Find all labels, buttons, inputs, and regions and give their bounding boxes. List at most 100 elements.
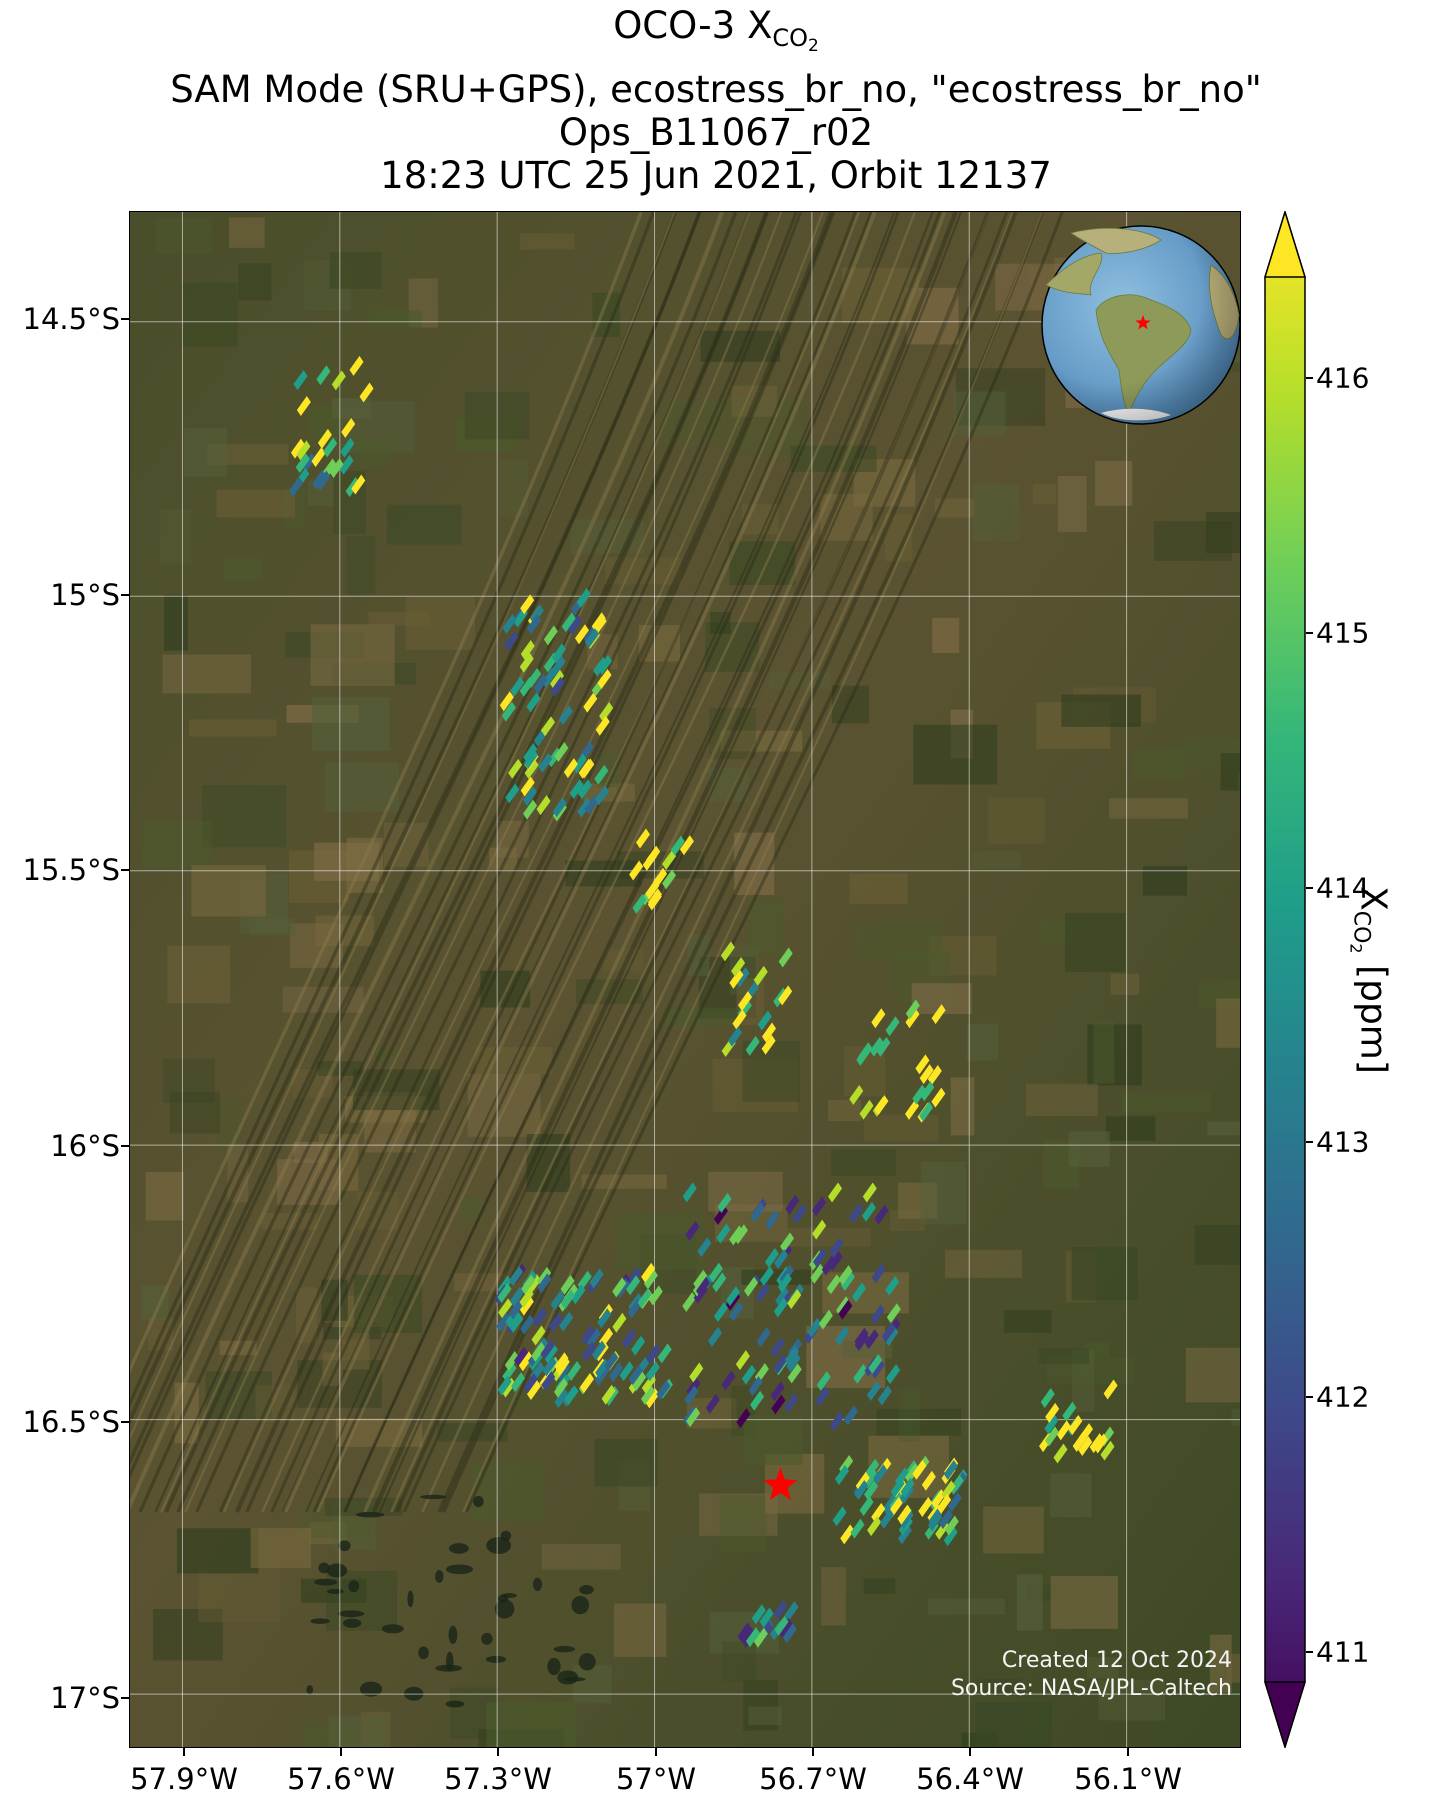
ridge-line (195, 212, 798, 1513)
xco2-sounding (591, 1340, 606, 1361)
terrain-patch (219, 1340, 257, 1356)
xco2-sounding (502, 613, 517, 634)
xco2-sounding (829, 1411, 844, 1432)
terrain-patch (743, 1415, 803, 1465)
terrain-patch (299, 1505, 372, 1538)
xco2-sounding (770, 1337, 785, 1358)
xco2-sounding (523, 743, 538, 764)
terrain-patch (152, 1608, 223, 1661)
terrain-patch (1098, 1679, 1165, 1721)
xco2-sounding (867, 1516, 882, 1537)
terrain-patch (526, 1134, 571, 1192)
xco2-sounding (919, 1101, 934, 1122)
xco2-sounding (1078, 1436, 1093, 1457)
terrain-patch (223, 558, 263, 581)
wetland-pond (501, 1593, 517, 1598)
y-tick-mark (121, 318, 129, 320)
xco2-sounding (920, 1081, 935, 1102)
terrain-patch (699, 1493, 778, 1536)
xco2-sounding (340, 437, 355, 458)
xco2-sounding (1044, 1426, 1059, 1447)
xco2-sounding (685, 1220, 700, 1241)
terrain-patch (687, 934, 710, 977)
xco2-sounding (786, 1352, 801, 1373)
xco2-sounding (899, 1508, 914, 1529)
xco2-sounding (531, 1325, 546, 1346)
xco2-sounding (527, 614, 542, 635)
cbar-tick-label: 413 (1316, 1125, 1370, 1159)
xco2-sounding (311, 447, 326, 468)
terrain-patch (932, 617, 960, 654)
terrain-patch (742, 504, 779, 535)
terrain-patch (1025, 1083, 1098, 1116)
xco2-sounding (784, 1345, 799, 1366)
xco2-sounding (836, 1296, 851, 1317)
xco2-sounding (735, 1350, 750, 1371)
xco2-sounding (629, 860, 644, 881)
xco2-sounding (874, 1095, 889, 1116)
y-tick-label: 15°S (50, 578, 120, 612)
xco2-sounding (812, 1247, 827, 1268)
xco2-sounding (777, 1272, 792, 1293)
terrain-patch (592, 292, 620, 337)
xco2-sounding (554, 742, 569, 763)
terrain-patch (169, 1091, 220, 1134)
terrain-patch (821, 1567, 846, 1626)
terrain-patch (1216, 998, 1240, 1048)
ridge-line (437, 212, 1018, 1513)
ridge-line (130, 212, 677, 1426)
xco2-sounding (526, 692, 541, 713)
terrain-patch (160, 508, 192, 564)
xco2-sounding (496, 1312, 511, 1333)
xco2-sounding (582, 1341, 597, 1362)
x-tick-label: 57.9°W (130, 1762, 238, 1796)
xco2-sounding (864, 1480, 879, 1501)
xco2-sounding (574, 624, 589, 645)
ridge-line (130, 212, 702, 1466)
terrain-patch (290, 923, 344, 968)
xco2-sounding (745, 1627, 760, 1648)
terrain-patch (315, 915, 374, 946)
xco2-sounding (843, 1405, 858, 1426)
xco2-sounding (594, 1365, 609, 1386)
xco2-sounding (905, 999, 920, 1020)
map-panel[interactable] (129, 211, 1241, 1748)
terrain-patch (719, 1495, 767, 1552)
xco2-sounding (773, 1353, 788, 1374)
xco2-sounding (863, 1468, 878, 1489)
xco2-sounding (838, 1299, 853, 1320)
wetland-pond (338, 1540, 351, 1552)
terrain-patch (471, 1461, 545, 1523)
xco2-sounding (519, 652, 534, 673)
xco2-sounding (563, 758, 578, 779)
plot-title: OCO-3 XCO2 SAM Mode (SRU+GPS), ecostress… (0, 4, 1432, 197)
terrain-patch (520, 233, 575, 250)
xco2-sounding (877, 1385, 892, 1406)
terrain-patch (972, 483, 1020, 542)
terrain-patch (324, 1498, 403, 1516)
cbar-tick-mark (1306, 377, 1313, 379)
xco2-sounding (531, 1341, 546, 1362)
terrain-patch (328, 1716, 387, 1747)
xco2-sounding (741, 1364, 756, 1385)
terrain-patch (346, 536, 376, 595)
xco2-sounding (631, 1335, 646, 1356)
ridge-line (245, 212, 836, 1513)
terrain-patch (1004, 1310, 1052, 1333)
cbar-tick-label: 414 (1316, 871, 1370, 905)
xco2-sounding (583, 692, 598, 713)
wetland-pond (563, 1677, 586, 1682)
xco2-sounding (1089, 1433, 1104, 1454)
xco2-sounding (645, 1388, 660, 1409)
xco2-sounding (542, 667, 557, 688)
terrain-patch (285, 632, 364, 658)
x-tick-mark (969, 1748, 971, 1756)
xco2-sounding (1056, 1420, 1071, 1441)
xco2-sounding (931, 1087, 946, 1108)
terrain-patch (467, 1073, 541, 1137)
xco2-sounding (848, 1203, 863, 1224)
xco2-sounding (612, 1312, 627, 1333)
xco2-sounding (713, 1302, 728, 1323)
map-canvas[interactable] (130, 212, 1241, 1748)
terrain-patch (966, 1023, 999, 1061)
